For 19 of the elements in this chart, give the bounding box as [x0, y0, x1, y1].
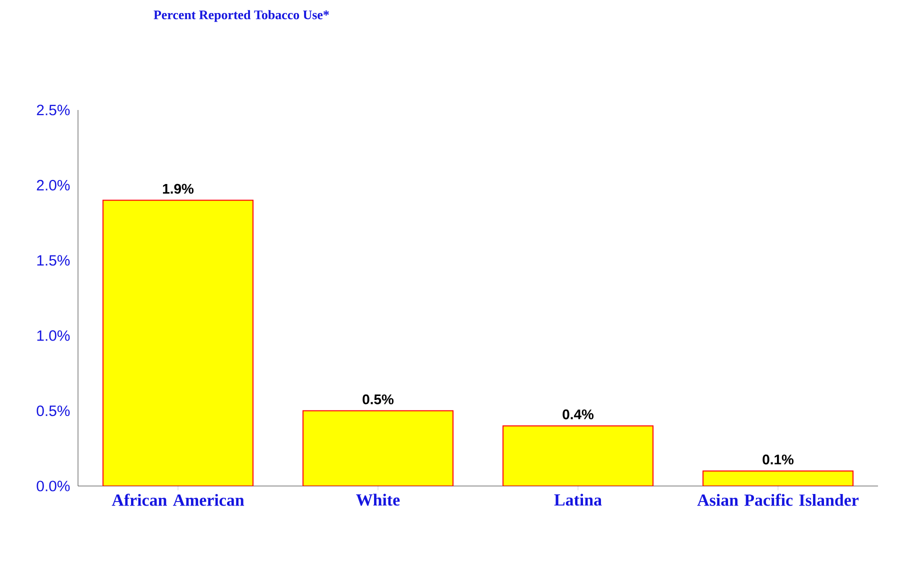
x-tick-label: White	[356, 494, 400, 506]
bar	[302, 410, 454, 486]
y-tick-label: 0.0%	[36, 480, 70, 492]
y-tick-label: 2.0%	[36, 180, 70, 190]
bar	[702, 470, 854, 486]
bar	[102, 200, 254, 486]
data-label: 1.9%	[162, 184, 194, 194]
y-tick-label: 0.5%	[36, 406, 70, 416]
x-tick-label: Asian Pacific Islander	[697, 494, 859, 506]
y-tick-label: 2.5%	[36, 104, 70, 116]
y-tick-label: 1.0%	[37, 330, 70, 341]
x-tick-label: Latina	[554, 494, 602, 506]
data-label: 0.5%	[362, 394, 394, 404]
x-tick-label: African American	[112, 494, 244, 506]
y-tick-label: 1.5%	[37, 255, 70, 266]
data-label: 0.1%	[762, 454, 794, 464]
bar	[502, 425, 654, 486]
data-label: 0.4%	[562, 409, 594, 420]
chart-title: Percent Reported Tobacco Use*	[154, 10, 329, 22]
